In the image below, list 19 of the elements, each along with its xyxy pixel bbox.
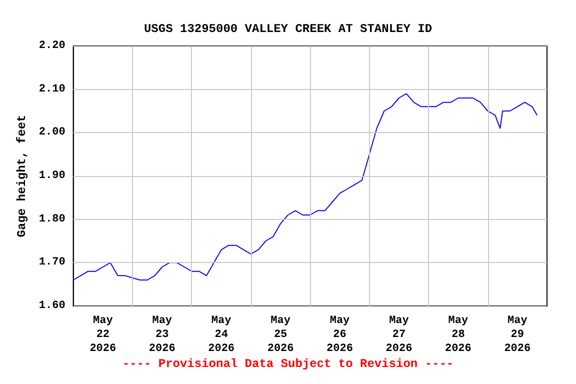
x-tick-label: May 22 2026 (90, 315, 116, 355)
line-series (72, 93, 538, 280)
x-tick-label: May 25 2026 (267, 315, 294, 355)
x-tick-label: May 28 2026 (444, 315, 472, 355)
chart-title: USGS 13295000 VALLEY CREEK AT STANLEY ID (144, 22, 432, 36)
x-tick-label: May 26 2026 (326, 315, 353, 355)
y-tick-label: 1.80 (38, 213, 66, 226)
x-tick-label: May 24 2026 (208, 315, 235, 355)
x-tick-label: May 23 2026 (148, 315, 176, 355)
y-tick-label: 1.90 (38, 170, 66, 182)
y-axis-title: Gage height, feet (15, 114, 29, 238)
y-tick-label: 1.70 (38, 256, 66, 269)
y-tick-label: 1.60 (38, 300, 66, 312)
y-tick-label: 2.20 (38, 40, 66, 52)
text: ---- Provisional Data Subject to Revision ---- (122, 357, 454, 371)
y-tick-label: 2.10 (38, 83, 66, 96)
x-tick-label: May 29 2026 (504, 315, 531, 355)
x-tick-label: May 27 2026 (386, 315, 412, 355)
y-tick-label: 2.00 (38, 126, 66, 139)
